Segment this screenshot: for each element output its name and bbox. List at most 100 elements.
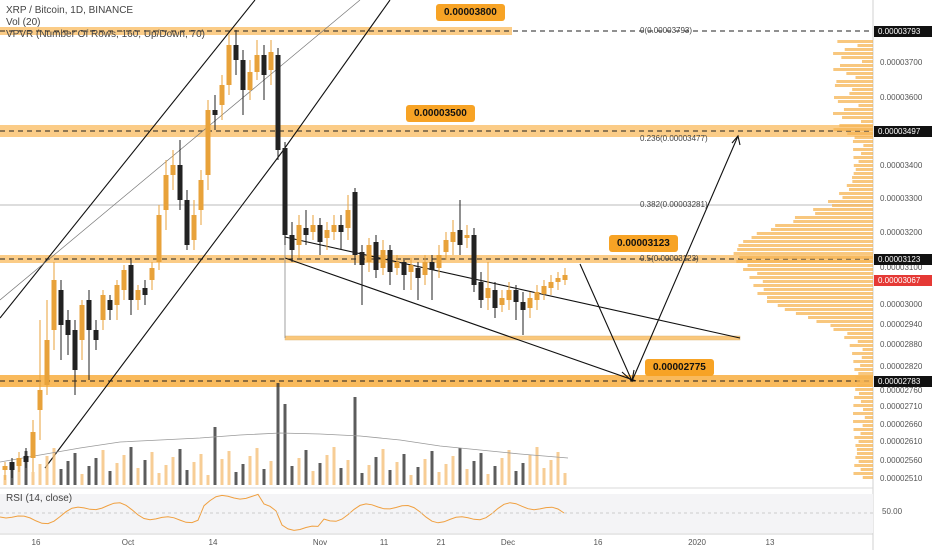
volume-bar — [367, 465, 371, 485]
volume-profile-row — [733, 252, 873, 255]
volume-bar — [493, 466, 497, 485]
volume-profile-row — [848, 188, 873, 191]
volume-profile-row — [853, 412, 873, 415]
volume-bar — [381, 449, 385, 485]
candle-body — [135, 290, 141, 300]
callout-0.00003800[interactable]: 0.00003800 — [436, 4, 505, 21]
candle-body — [163, 175, 169, 210]
volume-profile-row — [857, 44, 873, 47]
support-zone-2775 — [0, 375, 873, 387]
volume-bar — [213, 427, 217, 485]
volume-profile-row — [858, 372, 873, 375]
price-tick: 0.00003300 — [880, 194, 923, 203]
volume-profile-row — [852, 88, 873, 91]
candle-body — [205, 110, 211, 175]
candle-body — [247, 72, 253, 90]
volume-profile-row — [839, 192, 873, 195]
volume-profile-row — [863, 144, 873, 147]
volume-profile-row — [858, 440, 873, 443]
volume-profile-row — [749, 276, 873, 279]
volume-profile-row — [844, 336, 873, 339]
volume-profile-row — [860, 468, 873, 471]
candle-body — [324, 230, 330, 238]
volume-profile-row — [836, 80, 873, 83]
candle-body — [219, 85, 225, 105]
volume-profile-row — [855, 444, 873, 447]
candle-body — [170, 165, 176, 175]
callout-0.00002775[interactable]: 0.00002775 — [645, 359, 714, 376]
price-tick: 0.00003400 — [880, 161, 923, 170]
candle-body — [86, 300, 92, 330]
candle-body — [121, 270, 127, 290]
volume-profile-row — [834, 84, 873, 87]
price-tick: 0.00003700 — [880, 58, 923, 67]
volume-profile-row — [855, 376, 873, 379]
candle-body — [520, 302, 526, 310]
time-tick: Nov — [312, 538, 328, 547]
candlestick-series — [2, 30, 568, 480]
volume-profile-row — [849, 344, 873, 347]
volume-bar — [500, 458, 504, 485]
time-tick: 11 — [379, 538, 389, 547]
volume-bar — [346, 460, 350, 485]
candle-body — [23, 456, 29, 462]
volume-profile-row — [841, 56, 873, 59]
volume-profile-row — [858, 460, 873, 463]
volume-profile-row — [862, 424, 873, 427]
volume-profile-row — [743, 240, 873, 243]
volume-bar — [311, 471, 315, 485]
volume-profile-row — [861, 60, 873, 63]
price-tick: 0.00002940 — [880, 320, 923, 329]
volume-bar — [556, 452, 560, 485]
candle-body — [240, 60, 246, 90]
volume-profile-row — [863, 408, 873, 411]
time-tick: 13 — [765, 538, 775, 547]
rsi-legend[interactable]: RSI (14, close) — [6, 493, 73, 504]
candle-body — [359, 252, 365, 265]
volume-profile-row — [843, 108, 873, 111]
rsi-line — [0, 493, 565, 531]
volume-bar — [542, 468, 546, 485]
callout-0.00003123[interactable]: 0.00003123 — [609, 235, 678, 252]
volume-bar — [38, 464, 42, 485]
volume-profile-row — [839, 124, 873, 127]
candle-body — [373, 242, 379, 270]
price-badge-3123: 0.00003123 — [874, 254, 932, 265]
volume-bar — [514, 471, 518, 485]
volume-bar — [248, 456, 252, 485]
volume-profile-row — [855, 168, 873, 171]
fib-label-0: 0(0.00003793) — [640, 26, 693, 35]
volume-bar — [262, 469, 266, 485]
price-badge-2783: 0.00002783 — [874, 376, 932, 387]
candle-body — [541, 286, 547, 294]
candle-body — [156, 215, 162, 262]
candle-body — [261, 55, 267, 75]
candle-body — [506, 290, 512, 300]
volume-profile-row — [763, 288, 873, 291]
current-price-badge: 0.00003067 — [874, 275, 932, 286]
symbol-legend[interactable]: XRP / Bitcoin, 1D, BINANCE — [6, 5, 134, 16]
candle-body — [275, 55, 281, 150]
callout-0.00003500[interactable]: 0.00003500 — [406, 105, 475, 122]
vpvr-legend[interactable]: VPVR (Number Of Rows, 160, Up/Down, 70) — [6, 29, 205, 40]
volume-profile-row — [747, 264, 873, 267]
volume-profile-row — [854, 436, 873, 439]
volume-bar — [402, 454, 406, 485]
volume-profile-row — [853, 164, 873, 167]
volume-bar — [332, 447, 336, 485]
price-tick: 0.00003100 — [880, 263, 923, 272]
fib-label-5: 0.5(0.00003123) — [640, 254, 699, 263]
volume-legend[interactable]: Vol (20) — [6, 17, 41, 28]
volume-bar — [255, 448, 259, 485]
candle-body — [2, 466, 8, 470]
volume-profile-row — [757, 272, 873, 275]
volume-bar — [45, 456, 49, 485]
volume-profile-row — [858, 160, 873, 163]
volume-profile-row — [770, 228, 873, 231]
volume-profile-row — [854, 396, 873, 399]
candle-body — [233, 45, 239, 60]
volume-profile-row — [775, 224, 873, 227]
volume-profile-row — [833, 52, 873, 55]
price-tick: 0.00002820 — [880, 362, 923, 371]
